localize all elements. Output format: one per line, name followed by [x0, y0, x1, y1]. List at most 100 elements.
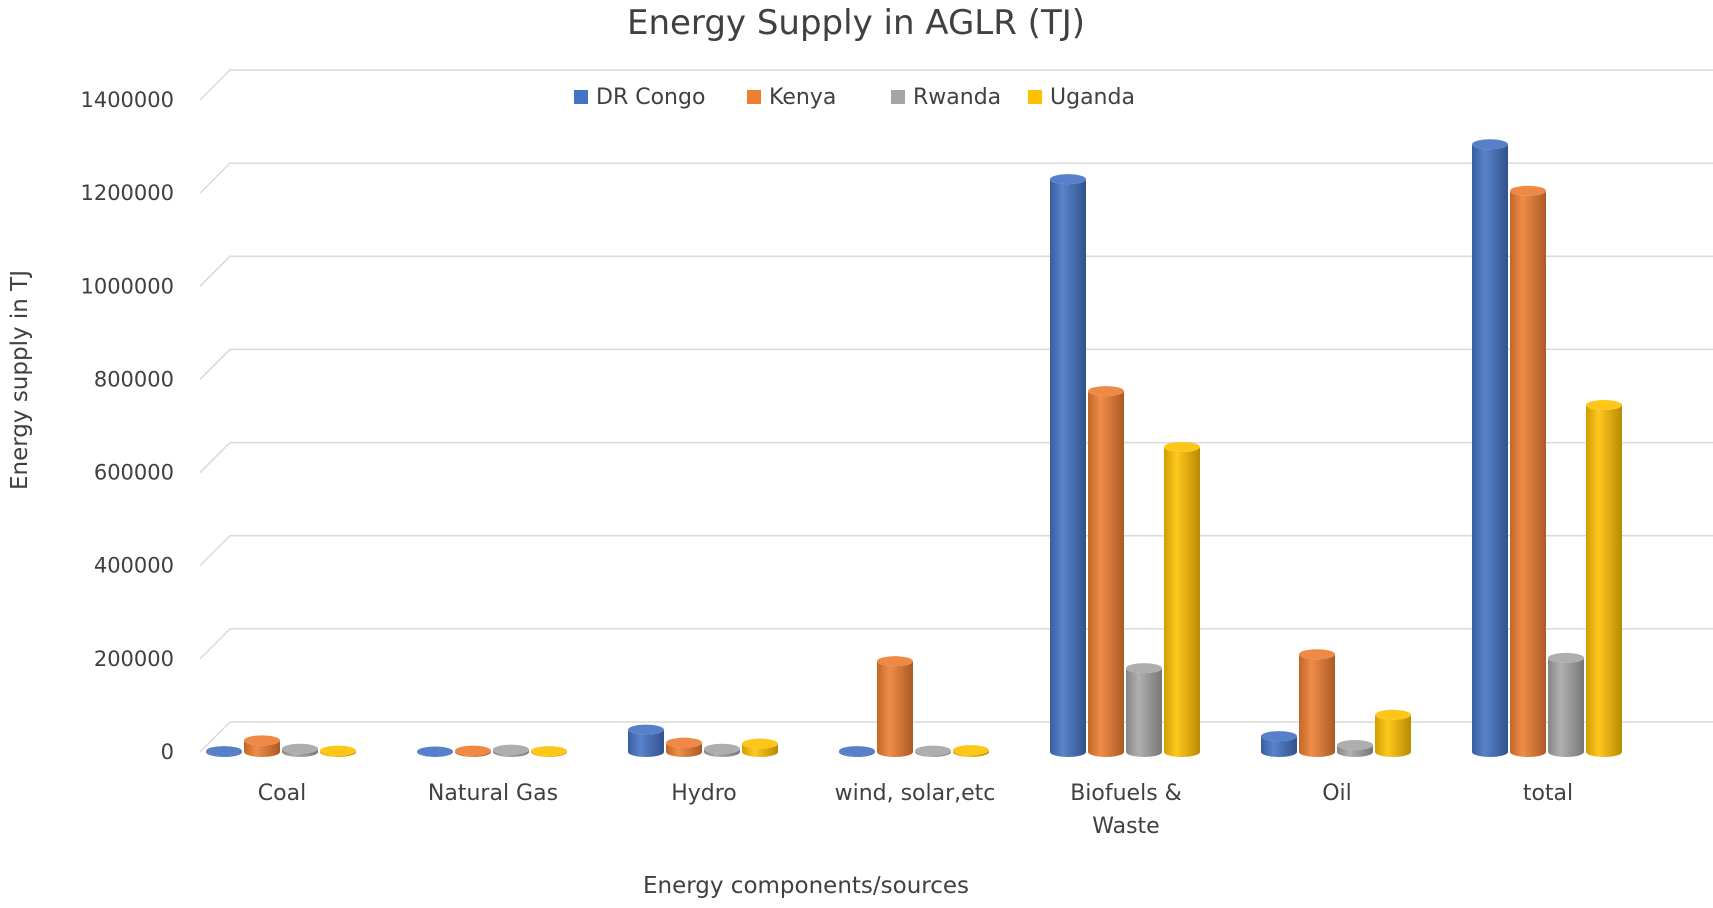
- y-axis-ticks: 0 200000 400000 600000 800000 1000000 1200000 1…: [80, 88, 174, 764]
- bar-top: [1586, 400, 1622, 411]
- bar-body: [704, 748, 740, 757]
- bar: [953, 745, 989, 757]
- bar: [206, 746, 242, 757]
- legend-item: Kenya: [747, 85, 836, 110]
- bar: [839, 746, 875, 757]
- legend-swatch: [1028, 90, 1042, 104]
- x-axis-title: Energy components/sources: [643, 873, 969, 899]
- y-tick-label: 200000: [94, 647, 174, 671]
- legend-item: Uganda: [1028, 85, 1135, 110]
- bar-top: [206, 746, 242, 757]
- bar: [1299, 649, 1335, 757]
- bar: [417, 746, 453, 757]
- x-category-label: Coal: [258, 781, 306, 806]
- bar-body: [877, 661, 913, 757]
- chart-title: Energy Supply in AGLR (TJ): [627, 3, 1085, 43]
- gridline: [199, 69, 1713, 101]
- bar-top: [953, 745, 989, 756]
- bar-body: [666, 742, 702, 757]
- bar: [1261, 731, 1297, 757]
- gridline: [199, 441, 1713, 474]
- bar: [742, 738, 778, 757]
- legend-swatch: [747, 90, 761, 104]
- y-tick-label: 1000000: [80, 274, 174, 298]
- bar: [628, 724, 664, 757]
- bars: [206, 139, 1622, 758]
- bar: [1548, 652, 1584, 757]
- bar-top: [1375, 709, 1411, 720]
- bar-body: [953, 750, 989, 757]
- gridline: [199, 255, 1713, 287]
- bar-body: [1586, 405, 1622, 757]
- bar: [1472, 139, 1508, 757]
- legend-item: DR Congo: [574, 85, 705, 110]
- bar: [1164, 441, 1200, 757]
- bar-body: [493, 749, 529, 757]
- bar: [1050, 174, 1086, 757]
- bar-body: [282, 748, 318, 757]
- bar: [877, 656, 913, 757]
- x-category-label: total: [1523, 781, 1573, 806]
- bar: [666, 737, 702, 757]
- bar-body: [531, 751, 567, 757]
- legend-label: DR Congo: [596, 85, 705, 110]
- x-category-label: Hydro: [671, 781, 737, 806]
- bar: [1375, 709, 1411, 757]
- bar-top: [1510, 185, 1546, 196]
- bar: [455, 745, 491, 757]
- bar-top: [531, 746, 567, 757]
- bar-body: [455, 750, 491, 757]
- y-tick-label: 0: [161, 740, 174, 764]
- bar-body: [1050, 179, 1086, 757]
- bar-top: [282, 743, 318, 754]
- bar-body: [1261, 736, 1297, 757]
- y-tick-label: 800000: [94, 367, 174, 391]
- bar-top: [915, 745, 951, 756]
- gridlines: [199, 69, 1713, 753]
- bar-top: [628, 724, 664, 735]
- bar-top: [1164, 441, 1200, 452]
- y-tick-label: 600000: [94, 461, 174, 485]
- x-category-label: Oil: [1322, 781, 1352, 806]
- bar-top: [1472, 139, 1508, 150]
- bar-body: [628, 729, 664, 757]
- legend-label: Uganda: [1050, 85, 1135, 110]
- bar-body: [320, 750, 356, 757]
- bar-top: [1050, 174, 1086, 185]
- bar-top: [666, 737, 702, 748]
- x-axis-categories: Coal Natural Gas Hydro wind, solar,etc Biofu…: [258, 781, 1573, 839]
- x-category-label: wind, solar,etc: [835, 781, 996, 806]
- gridline: [199, 162, 1713, 194]
- legend-item: Rwanda: [891, 85, 1001, 110]
- bar: [1088, 386, 1124, 757]
- gridline: [199, 628, 1713, 660]
- bar-top: [1299, 649, 1335, 660]
- bar: [1510, 185, 1546, 758]
- legend-label: Kenya: [769, 85, 836, 110]
- bar: [1126, 663, 1162, 757]
- bar-top: [244, 735, 280, 746]
- bar-top: [742, 738, 778, 749]
- bar: [704, 743, 740, 757]
- bar-body: [1337, 745, 1373, 757]
- bar-body: [1088, 391, 1124, 757]
- gridline: [199, 348, 1713, 380]
- bar: [915, 745, 951, 757]
- bar-body: [1126, 668, 1162, 757]
- x-category-label: Natural Gas: [428, 781, 558, 806]
- bar-top: [320, 745, 356, 756]
- bar-top: [1088, 386, 1124, 397]
- bar-body: [839, 751, 875, 757]
- y-tick-label: 1200000: [80, 181, 174, 205]
- bar-top: [704, 743, 740, 754]
- bar-top: [455, 745, 491, 756]
- bar-body: [1472, 144, 1508, 757]
- legend-swatch: [574, 90, 588, 104]
- y-tick-label: 400000: [94, 554, 174, 578]
- bar-top: [1337, 740, 1373, 751]
- bar-body: [1299, 654, 1335, 757]
- bar: [493, 744, 529, 757]
- bar: [282, 743, 318, 757]
